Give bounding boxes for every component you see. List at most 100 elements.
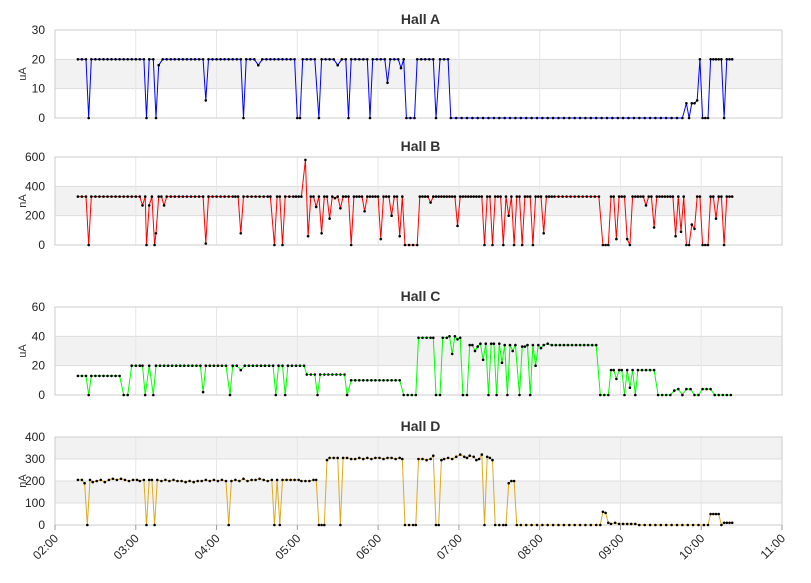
data-point <box>601 243 605 247</box>
data-point <box>177 58 181 61</box>
data-point <box>379 58 383 61</box>
data-point <box>387 195 391 198</box>
data-point <box>258 195 261 198</box>
data-point <box>87 393 90 397</box>
data-point <box>353 457 357 461</box>
data-point <box>515 523 519 527</box>
data-point <box>568 116 571 120</box>
data-point <box>362 457 365 461</box>
data-point <box>656 393 660 397</box>
data-point <box>347 195 350 198</box>
chart-title: Hall C <box>401 288 441 304</box>
chart-panel-1: 0 10 20 30 Hall A uA <box>17 11 783 125</box>
grid-band <box>55 437 782 459</box>
data-point <box>706 243 710 247</box>
data-point <box>102 374 105 378</box>
data-point <box>491 243 494 247</box>
data-point <box>483 523 486 527</box>
data-point <box>693 227 696 231</box>
data-point <box>546 116 549 120</box>
data-point <box>403 243 407 247</box>
data-point <box>273 523 276 527</box>
data-point <box>419 58 423 61</box>
grid-band <box>55 186 782 216</box>
data-point <box>625 237 629 241</box>
data-point <box>504 523 508 527</box>
data-point <box>297 195 301 198</box>
data-point <box>147 204 151 207</box>
data-point <box>114 374 117 378</box>
data-point <box>331 195 334 198</box>
data-point <box>681 116 684 120</box>
data-point <box>421 336 424 340</box>
data-point <box>597 195 601 198</box>
data-point <box>401 457 404 461</box>
data-point <box>212 364 216 368</box>
data-point <box>704 243 707 247</box>
data-point <box>191 364 194 368</box>
data-point <box>612 368 615 372</box>
data-point <box>160 195 163 198</box>
data-point <box>281 243 284 247</box>
data-point <box>593 195 597 198</box>
data-point <box>512 243 516 247</box>
data-point <box>476 345 480 348</box>
data-point <box>481 358 485 362</box>
data-point <box>294 195 298 198</box>
series-line <box>77 335 731 396</box>
data-point <box>659 523 663 527</box>
data-point <box>349 243 353 247</box>
data-point <box>542 232 545 235</box>
data-point <box>664 116 668 120</box>
data-point <box>717 58 720 61</box>
grid-band <box>55 59 782 89</box>
data-point <box>628 386 632 390</box>
data-point <box>378 379 381 382</box>
data-point <box>328 456 331 460</box>
data-point <box>80 195 84 198</box>
data-point <box>537 343 540 347</box>
data-point <box>290 364 294 368</box>
data-point <box>446 456 450 460</box>
data-point <box>292 195 295 198</box>
data-point <box>461 195 465 198</box>
data-point <box>658 195 661 198</box>
data-point <box>650 195 653 198</box>
data-point <box>76 195 80 198</box>
data-point <box>115 478 119 482</box>
data-point <box>228 393 232 397</box>
data-point <box>219 58 222 61</box>
data-point <box>215 58 218 61</box>
data-point <box>488 195 492 198</box>
data-point <box>318 373 322 376</box>
data-point <box>604 243 607 247</box>
data-point <box>573 116 576 120</box>
x-tick-label: 03:00 <box>111 531 142 562</box>
data-point <box>339 373 342 376</box>
data-point <box>173 195 177 198</box>
data-point <box>242 116 245 120</box>
data-point <box>418 195 422 198</box>
data-point <box>114 58 117 61</box>
data-point <box>134 364 138 368</box>
chart-title: Hall A <box>401 11 440 27</box>
data-point <box>519 116 523 120</box>
data-point <box>154 232 158 235</box>
data-point <box>247 364 251 368</box>
data-point <box>648 523 652 527</box>
data-point <box>325 458 329 462</box>
data-point <box>701 243 704 247</box>
data-point <box>103 480 107 484</box>
data-point <box>164 478 167 482</box>
data-point <box>681 523 684 527</box>
data-point <box>425 336 428 340</box>
data-point <box>453 195 457 198</box>
data-point <box>697 393 700 397</box>
data-point <box>223 195 226 198</box>
data-point <box>157 63 160 67</box>
data-point <box>504 195 508 198</box>
data-point <box>262 478 266 482</box>
data-point <box>720 523 723 527</box>
data-point <box>231 364 234 368</box>
data-point <box>458 195 462 198</box>
